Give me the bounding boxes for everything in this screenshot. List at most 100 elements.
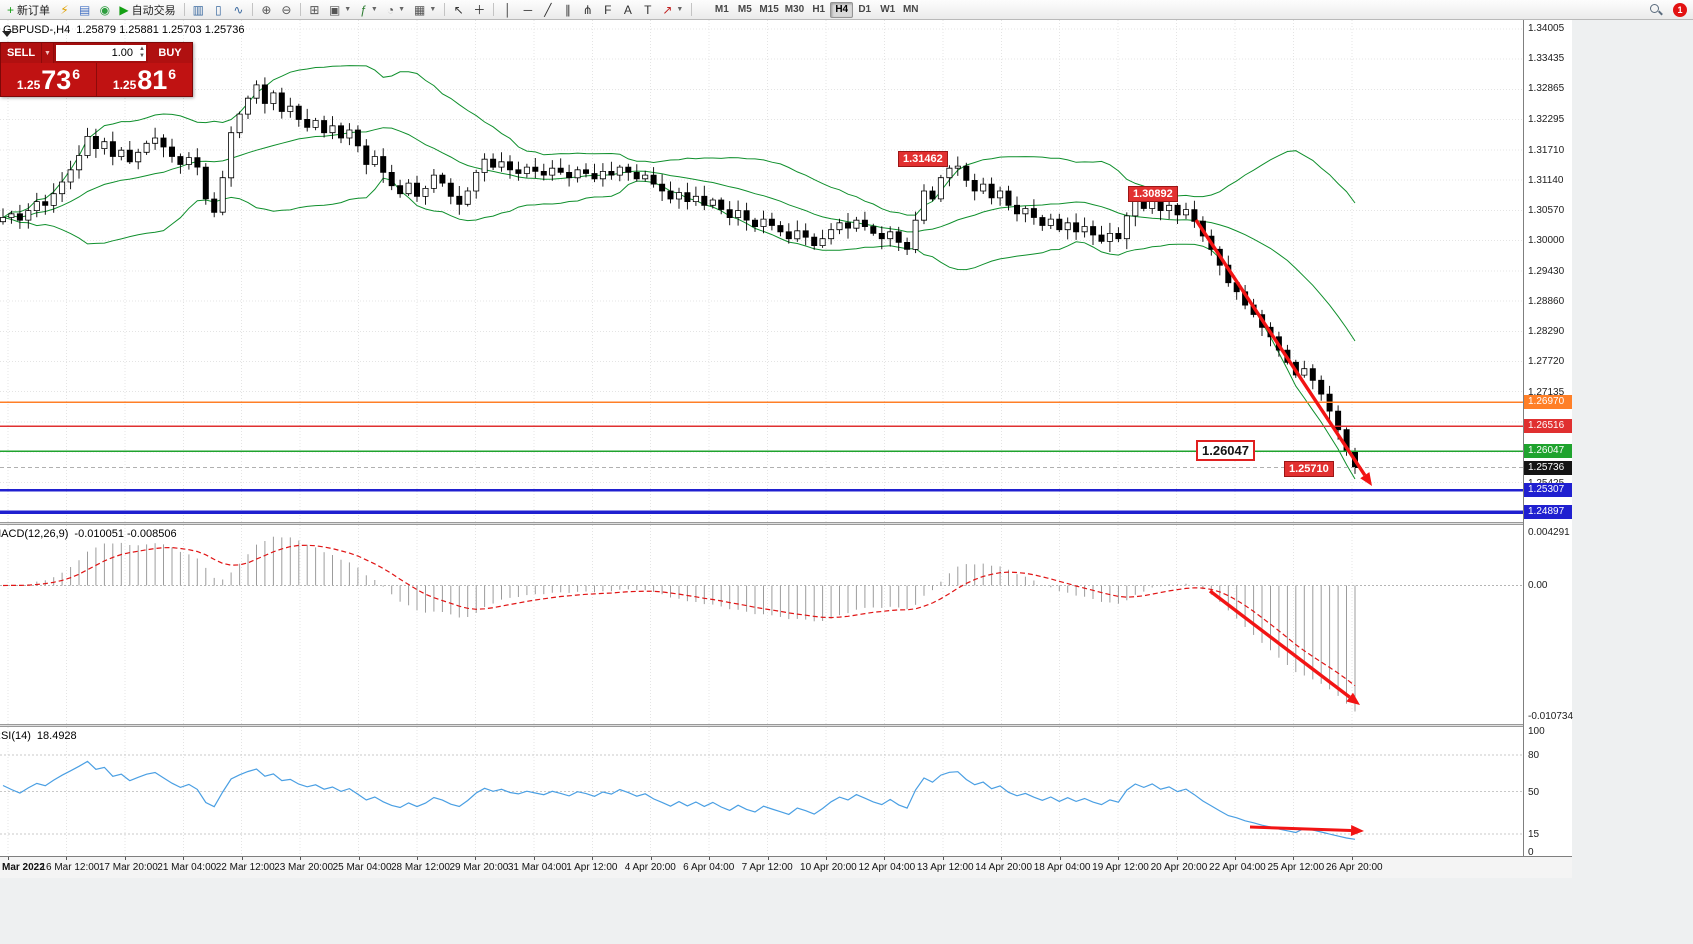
zoom-in-icon[interactable]: ⊕ bbox=[257, 1, 276, 18]
volume-increment[interactable]: ▲ bbox=[139, 46, 145, 52]
text-icon[interactable]: A bbox=[618, 1, 637, 18]
time-axis-label: 1 Apr 12:00 bbox=[566, 862, 618, 873]
toolbar-separator bbox=[691, 3, 693, 16]
one-click-trading-icon[interactable]: ⚡ bbox=[55, 1, 74, 18]
time-axis-tick bbox=[1001, 857, 1003, 860]
indicators-icon[interactable]: ƒ ▼ bbox=[356, 1, 382, 18]
bar-chart-icon[interactable]: ▥ bbox=[189, 1, 208, 18]
rsi-title: RSI(14) 18.4928 bbox=[0, 730, 77, 742]
bullish-candles bbox=[0, 84, 1308, 376]
zoom-in-icon-glyph: ⊕ bbox=[261, 2, 272, 17]
caret-down-icon: ▼ bbox=[429, 6, 437, 13]
templates-icon[interactable]: ▦ ▼ bbox=[410, 1, 440, 18]
auto-arrange-icon[interactable]: ▣ ▼ bbox=[325, 1, 355, 18]
timeframe-w1[interactable]: W1 bbox=[880, 4, 896, 15]
price-axis-label: 1.28290 bbox=[1528, 326, 1565, 337]
timeframe-h4[interactable]: H4 bbox=[830, 1, 854, 18]
volume-input[interactable]: 1.00 ▲ ▼ bbox=[56, 45, 146, 61]
cursor-icon[interactable]: ↖ bbox=[449, 1, 468, 18]
line-chart-icon[interactable]: ∿ bbox=[229, 1, 248, 18]
trend-arrow[interactable] bbox=[1249, 825, 1352, 833]
market-watch-icon[interactable]: ▤ bbox=[75, 1, 94, 18]
volume-decrement[interactable]: ▼ bbox=[139, 53, 145, 59]
timeframe-mn[interactable]: MN bbox=[902, 4, 919, 15]
one-click-collapse-icon[interactable] bbox=[2, 31, 12, 37]
fibonacci-icon[interactable]: F bbox=[598, 1, 617, 18]
time-axis-tick bbox=[592, 857, 594, 860]
time-axis-label: 25 Apr 12:00 bbox=[1267, 862, 1325, 873]
timeframe-group: M1 M5 M15 M30 H1 H4 D1 W1 MN bbox=[710, 1, 922, 18]
sell-button[interactable]: SELL bbox=[1, 43, 41, 63]
chart-title: GBPUSD-,H4 1.25879 1.25881 1.25703 1.2573… bbox=[3, 24, 250, 36]
time-axis-label: 19 Apr 12:00 bbox=[1092, 862, 1149, 873]
text-label-icon[interactable]: T bbox=[638, 1, 657, 18]
tile-windows-icon[interactable]: ⊞ bbox=[305, 1, 324, 18]
trade-panel-controls: SELL ▼ 1.00 ▲ ▼ BUY bbox=[1, 43, 192, 63]
one-click-trading-icon-glyph: ⚡ bbox=[60, 2, 69, 17]
notifications-badge[interactable]: 1 bbox=[1673, 3, 1687, 17]
time-axis-label: 22 Mar 12:00 bbox=[215, 862, 275, 873]
time-axis-tick bbox=[1176, 857, 1178, 860]
crosshair-icon[interactable]: ＋ bbox=[469, 1, 489, 18]
time-axis-tick bbox=[183, 857, 185, 860]
tile-windows-icon-glyph: ⊞ bbox=[309, 2, 320, 17]
timeframe-m1[interactable]: M1 bbox=[714, 4, 729, 15]
navigator-icon[interactable]: ◉ bbox=[95, 1, 114, 18]
time-axis-label: 22 Apr 04:00 bbox=[1209, 862, 1266, 873]
text-label-icon-glyph: T bbox=[644, 2, 652, 17]
auto-arrange-icon-glyph: ▣ bbox=[328, 2, 341, 17]
price-chart-canvas[interactable] bbox=[0, 20, 1523, 522]
time-axis-tick bbox=[1059, 857, 1061, 860]
zoom-out-icon[interactable]: ⊖ bbox=[277, 1, 296, 18]
time-axis-tick bbox=[475, 857, 477, 860]
price-tag-1.25710[interactable]: 1.25710 bbox=[1284, 461, 1334, 477]
search-icon[interactable] bbox=[1650, 3, 1663, 17]
time-axis-tick bbox=[300, 857, 302, 860]
price-tag-1.31462[interactable]: 1.31462 bbox=[898, 151, 948, 167]
horizontal-line-icon-glyph: ─ bbox=[523, 2, 533, 17]
arrows-shapes-icon-glyph: ↗ bbox=[662, 2, 673, 17]
pitchfork-icon-glyph: ⋔ bbox=[582, 2, 593, 17]
panel-splitter-2[interactable] bbox=[0, 724, 1572, 727]
time-axis-tick bbox=[826, 857, 828, 860]
time-axis-tick bbox=[417, 857, 418, 860]
arrows-shapes-icon[interactable]: ↗ ▼ bbox=[658, 1, 687, 18]
volume-preset-dropdown[interactable]: ▼ bbox=[41, 43, 54, 63]
candlestick-chart-icon-glyph: ▯ bbox=[215, 2, 222, 17]
macd-histogram bbox=[10, 536, 1356, 712]
volume-spinner: ▲ ▼ bbox=[139, 46, 145, 60]
vertical-line-icon[interactable]: │ bbox=[498, 1, 517, 18]
periods-icon[interactable]: ◔ ▼ bbox=[383, 1, 409, 18]
timeframe-m30[interactable]: M30 bbox=[784, 4, 805, 15]
timeframe-m5[interactable]: M5 bbox=[737, 4, 752, 15]
buy-button[interactable]: BUY bbox=[148, 43, 192, 63]
trend-arrow[interactable] bbox=[1208, 589, 1351, 699]
macd-axis-label: -0.010734 bbox=[1528, 711, 1574, 722]
trendline-icon[interactable]: ╱ bbox=[538, 1, 557, 18]
toolbar-separator bbox=[444, 3, 446, 16]
trade-panel-prices: 1.25 73 6 1.25 81 6 bbox=[1, 63, 192, 96]
channel-icon[interactable]: ∥ bbox=[558, 1, 577, 18]
timeframe-d1[interactable]: D1 bbox=[858, 4, 872, 15]
rsi-canvas[interactable] bbox=[0, 727, 1523, 856]
market-watch-icon-glyph: ▤ bbox=[79, 2, 91, 17]
price-axis-label: 1.33435 bbox=[1528, 53, 1565, 64]
timeframe-h1[interactable]: H1 bbox=[812, 4, 826, 15]
autotrading-button[interactable]: ▶ 自动交易 bbox=[115, 1, 179, 18]
price-tag-1.26047[interactable]: 1.26047 bbox=[1196, 440, 1255, 461]
time-axis[interactable]: Mar 2022 16 Mar 12:00 17 Mar 20:00 21 Mar 0… bbox=[0, 856, 1572, 878]
cursor-icon-glyph: ↖ bbox=[453, 2, 464, 17]
buy-price-sup: 6 bbox=[168, 66, 177, 82]
timeframe-m15[interactable]: M15 bbox=[759, 4, 779, 15]
new-order-button[interactable]: + 新订单 bbox=[3, 1, 54, 18]
pitchfork-icon[interactable]: ⋔ bbox=[578, 1, 597, 18]
macd-canvas[interactable] bbox=[0, 525, 1523, 724]
price-tag-1.30892[interactable]: 1.30892 bbox=[1128, 186, 1178, 202]
panel-splitter-1[interactable] bbox=[0, 522, 1572, 525]
trend-arrow[interactable] bbox=[1194, 219, 1367, 477]
time-axis-label: 14 Apr 20:00 bbox=[975, 862, 1033, 873]
candlestick-chart-icon[interactable]: ▯ bbox=[209, 1, 228, 18]
horizontal-line-icon[interactable]: ─ bbox=[518, 1, 537, 18]
time-axis-tick bbox=[66, 857, 68, 860]
price-axis[interactable]: 1.34005 1.33435 1.32865 1.32295 1.31710 1.311… bbox=[1523, 20, 1574, 858]
